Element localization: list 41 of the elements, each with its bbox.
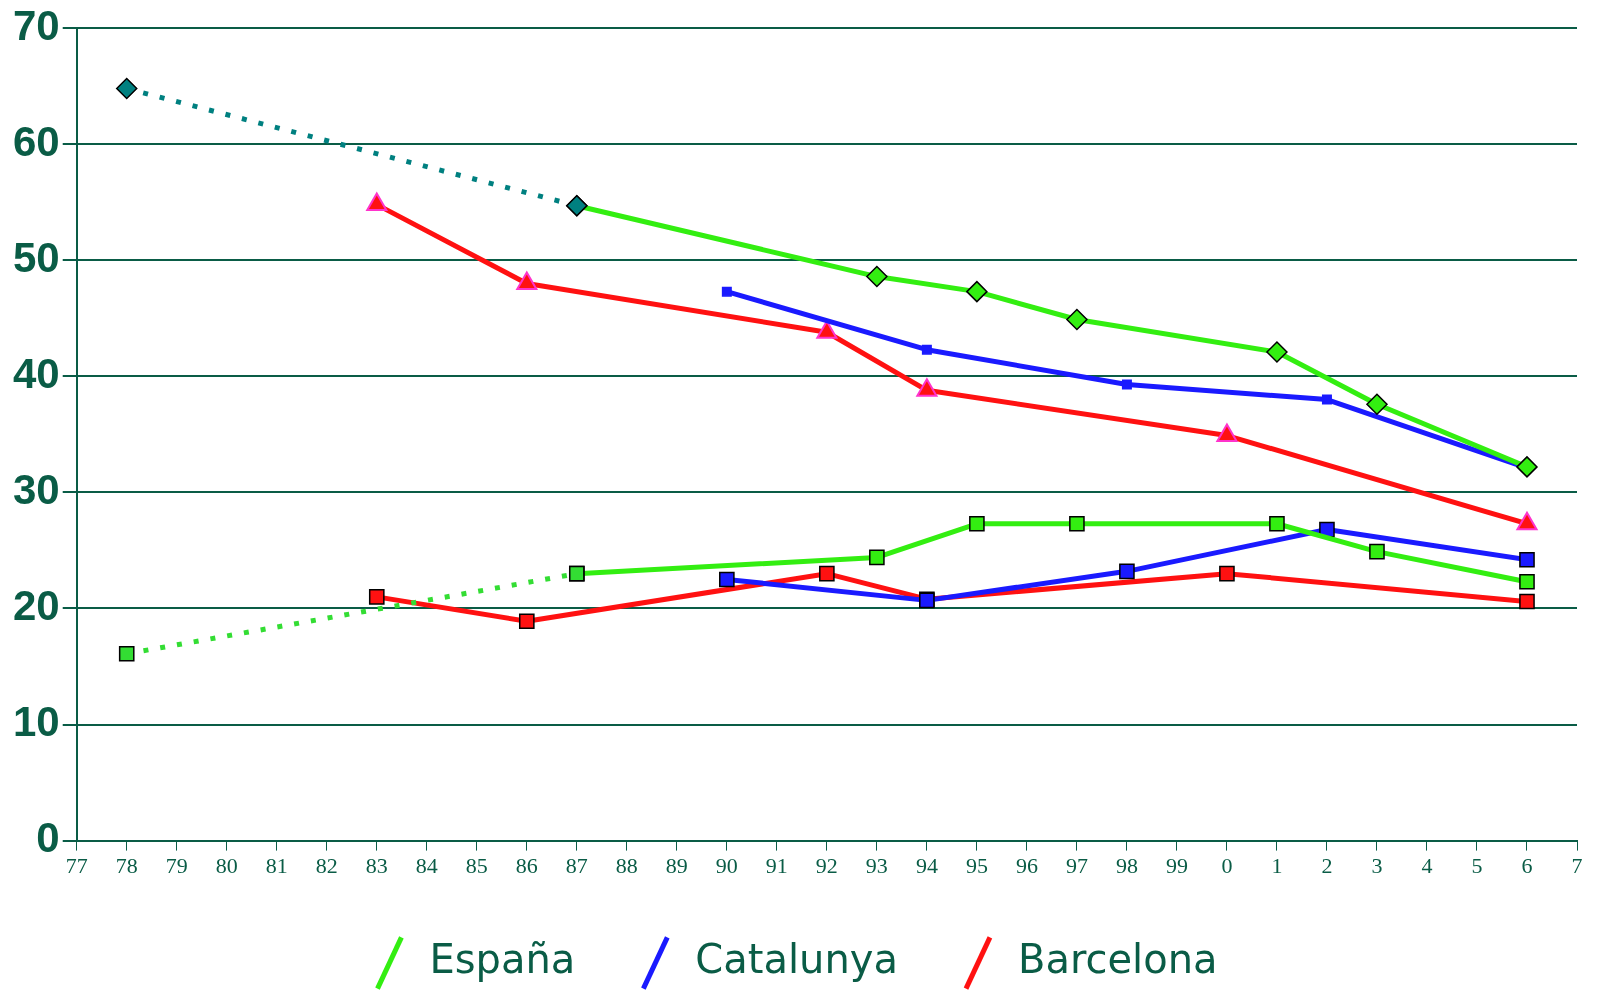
x-tick-label: 87 [565,852,588,878]
x-tick-label: 94 [915,852,938,878]
x-tick-label: 88 [615,852,638,878]
x-tick-label: 0 [1221,852,1233,878]
x-tick-label: 97 [1065,852,1088,878]
legend-label: Barcelona [1017,936,1218,983]
x-tick-label: 4 [1421,852,1433,878]
y-tick-label: 20 [13,582,60,630]
x-tick-label: 78 [115,852,138,878]
y-tick-label: 60 [13,117,60,165]
legend-label: España [429,936,576,983]
x-tick-label: 84 [415,852,438,878]
x-tick-label: 95 [965,852,988,878]
x-tick-label: 79 [165,852,188,878]
x-tick-label: 82 [315,852,338,878]
x-tick-label: 90 [715,852,738,878]
x-tick-label: 81 [265,852,288,878]
x-tick-label: 96 [1015,852,1038,878]
x-tick-label: 5 [1471,852,1483,878]
legend-label: Catalunya [695,936,898,983]
y-tick-label: 50 [13,233,60,281]
y-tick-label: 70 [13,1,60,49]
y-tick-label: 10 [13,698,60,746]
x-tick-label: 89 [665,852,688,878]
x-tick-label: 83 [365,852,388,878]
x-tick-label: 85 [465,852,488,878]
x-tick-label: 91 [765,852,788,878]
x-tick-label: 1 [1271,852,1283,878]
x-tick-label: 99 [1165,852,1188,878]
x-tick-label: 98 [1115,852,1138,878]
y-tick-label: 40 [13,349,60,397]
y-tick-label: 30 [13,466,60,514]
x-tick-label: 92 [815,852,838,878]
x-tick-label: 77 [65,852,88,878]
x-tick-label: 7 [1571,852,1583,878]
x-tick-label: 86 [515,852,538,878]
x-tick-label: 3 [1371,852,1383,878]
x-tick-label: 80 [215,852,238,878]
x-tick-label: 2 [1321,852,1333,878]
x-tick-label: 6 [1521,852,1533,878]
x-tick-label: 93 [865,852,888,878]
